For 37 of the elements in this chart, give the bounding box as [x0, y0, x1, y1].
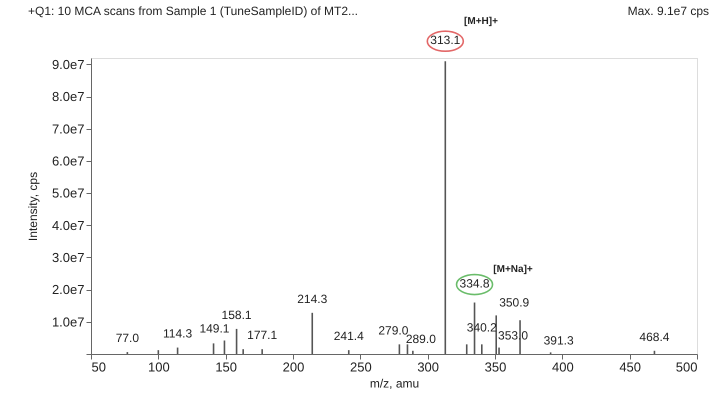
annotation: 391.3 — [544, 333, 574, 348]
y-tick-label: 5.0e7 — [52, 186, 84, 201]
y-tick-label: 7.0e7 — [52, 121, 84, 136]
x-tick-label: 300 — [417, 360, 440, 374]
x-tick-label: 400 — [552, 360, 574, 374]
annotation: 334.8 — [460, 276, 490, 291]
x-tick-label: 200 — [282, 360, 304, 374]
y-tick-label: 4.0e7 — [52, 218, 84, 233]
y-tick-label: 1.0e7 — [52, 314, 84, 330]
y-tick-label: 2.0e7 — [52, 282, 84, 298]
x-tick-label: 100 — [148, 360, 170, 374]
annotation: 313.1 — [430, 33, 461, 48]
annotation: 177.1 — [247, 328, 278, 342]
text: Max. 9.1e7 cps — [628, 4, 709, 18]
x-tick-label: 150 — [215, 360, 238, 374]
x-tick-label: 350 — [484, 360, 506, 374]
x-tick-label: 250 — [350, 360, 372, 374]
y-tick-label: 8.0e7 — [52, 89, 84, 104]
annotation: 241.4 — [334, 329, 364, 344]
annotation: 158.1 — [222, 308, 252, 322]
annotation: 114.3 — [163, 326, 192, 341]
annotation: 149.1 — [199, 321, 230, 336]
x-axis-title: m/z, amu — [370, 376, 420, 390]
y-tick-label: 3.0e7 — [52, 250, 84, 265]
annotation: 214.3 — [297, 292, 328, 306]
annotation: [M+Na]+ — [493, 264, 533, 275]
annotation: 77.0 — [116, 331, 140, 346]
x-tick-label: 450 — [619, 360, 642, 374]
y-tick-label: 6.0e7 — [52, 153, 84, 168]
chart-title: +Q1: 10 MCA scans from Sample 1 (TuneSampleID) of MT2... — [28, 4, 358, 18]
x-tick-label: 500 — [676, 360, 698, 374]
text: [M+H]+ — [464, 16, 498, 27]
annotation: 350.9 — [499, 295, 530, 310]
y-axis-title: Intensity, cps — [26, 172, 40, 242]
y-tick-label: 9.0e7 — [52, 56, 84, 72]
x-tick-label: 50 — [92, 360, 106, 374]
annotation: 468.4 — [639, 330, 670, 344]
